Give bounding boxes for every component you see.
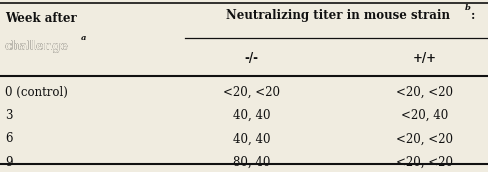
- Text: challenge: challenge: [5, 40, 69, 53]
- Text: a: a: [81, 34, 86, 42]
- Text: b: b: [465, 4, 470, 12]
- Text: 40, 40: 40, 40: [233, 109, 270, 122]
- Text: <20, <20: <20, <20: [396, 132, 453, 146]
- Text: 40, 40: 40, 40: [233, 132, 270, 146]
- Text: Neutralizing titer in mouse strain: Neutralizing titer in mouse strain: [226, 9, 450, 22]
- Text: 9: 9: [5, 156, 12, 169]
- Text: <20, <20: <20, <20: [396, 156, 453, 169]
- Text: +/+: +/+: [412, 52, 437, 66]
- Text: 0 (control): 0 (control): [5, 86, 68, 99]
- Text: challenge: challenge: [5, 40, 69, 53]
- Text: <20, 40: <20, 40: [401, 109, 448, 122]
- Text: -/-: -/-: [244, 52, 258, 66]
- Text: <20, <20: <20, <20: [223, 86, 280, 99]
- Text: 6: 6: [5, 132, 12, 146]
- Text: 3: 3: [5, 109, 12, 122]
- Text: 80, 40: 80, 40: [233, 156, 270, 169]
- Text: <20, <20: <20, <20: [396, 86, 453, 99]
- Text: Week after: Week after: [5, 12, 77, 25]
- Text: :: :: [471, 9, 475, 22]
